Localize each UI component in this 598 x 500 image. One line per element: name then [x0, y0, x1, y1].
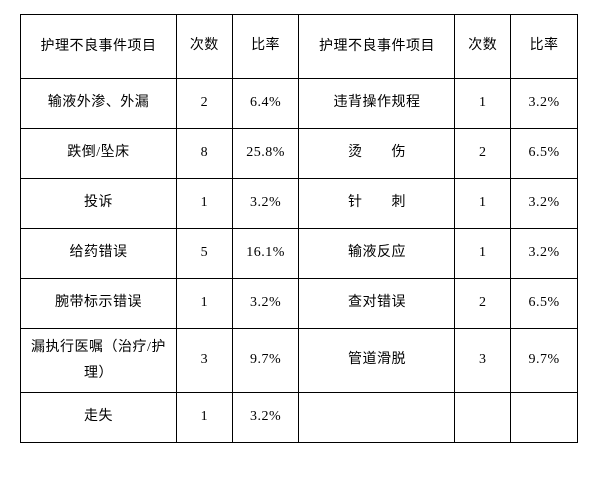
cell-count: 1	[455, 179, 511, 229]
cell-count: 2	[455, 129, 511, 179]
cell-rate: 3.2%	[232, 393, 299, 443]
cell-count: 1	[176, 279, 232, 329]
table-row: 腕带标示错误 1 3.2% 查对错误 2 6.5%	[21, 279, 578, 329]
cell-rate: 16.1%	[232, 229, 299, 279]
cell-rate: 25.8%	[232, 129, 299, 179]
cell-item: 给药错误	[21, 229, 177, 279]
cell-item: 漏执行医嘱（治疗/护理）	[21, 329, 177, 393]
cell-count: 2	[455, 279, 511, 329]
table-row: 给药错误 5 16.1% 输液反应 1 3.2%	[21, 229, 578, 279]
cell-item: 管道滑脱	[299, 329, 455, 393]
cell-rate: 6.5%	[511, 279, 578, 329]
cell-item: 输液外渗、外漏	[21, 79, 177, 129]
cell-rate: 9.7%	[511, 329, 578, 393]
table-header-row: 护理不良事件项目 次数 比率 护理不良事件项目 次数 比率	[21, 15, 578, 79]
header-rate-left: 比率	[232, 15, 299, 79]
cell-count: 8	[176, 129, 232, 179]
header-item-right-l1: 护理不良事件项目	[319, 39, 435, 54]
header-count-right: 次数	[455, 15, 511, 79]
cell-item: 烫 伤	[299, 129, 455, 179]
cell-item: 走失	[21, 393, 177, 443]
cell-count: 3	[455, 329, 511, 393]
cell-item: 查对错误	[299, 279, 455, 329]
table-row: 投诉 1 3.2% 针 刺 1 3.2%	[21, 179, 578, 229]
cell-item: 投诉	[21, 179, 177, 229]
table-row: 跌倒/坠床 8 25.8% 烫 伤 2 6.5%	[21, 129, 578, 179]
cell-rate	[511, 393, 578, 443]
cell-rate: 6.5%	[511, 129, 578, 179]
header-item-right: 护理不良事件项目	[299, 15, 455, 79]
cell-item: 跌倒/坠床	[21, 129, 177, 179]
cell-count: 3	[176, 329, 232, 393]
cell-rate: 3.2%	[511, 79, 578, 129]
header-item-left-l1: 护理不良事件项目	[40, 39, 156, 54]
cell-count: 1	[455, 79, 511, 129]
header-item-left: 护理不良事件项目	[21, 15, 177, 79]
cell-rate: 3.2%	[511, 229, 578, 279]
table-row: 输液外渗、外漏 2 6.4% 违背操作规程 1 3.2%	[21, 79, 578, 129]
cell-count: 1	[176, 393, 232, 443]
header-rate-right: 比率	[511, 15, 578, 79]
cell-count: 2	[176, 79, 232, 129]
cell-count: 1	[455, 229, 511, 279]
cell-item: 针 刺	[299, 179, 455, 229]
table-row: 走失 1 3.2%	[21, 393, 578, 443]
adverse-events-table: 护理不良事件项目 次数 比率 护理不良事件项目 次数 比率 输液外渗、外漏 2 …	[20, 14, 578, 443]
cell-count	[455, 393, 511, 443]
header-count-left: 次数	[176, 15, 232, 79]
cell-item: 违背操作规程	[299, 79, 455, 129]
cell-count: 5	[176, 229, 232, 279]
cell-rate: 6.4%	[232, 79, 299, 129]
cell-count: 1	[176, 179, 232, 229]
cell-item: 输液反应	[299, 229, 455, 279]
cell-rate: 3.2%	[511, 179, 578, 229]
cell-item	[299, 393, 455, 443]
cell-item: 腕带标示错误	[21, 279, 177, 329]
table-row: 漏执行医嘱（治疗/护理） 3 9.7% 管道滑脱 3 9.7%	[21, 329, 578, 393]
page: 护理不良事件项目 次数 比率 护理不良事件项目 次数 比率 输液外渗、外漏 2 …	[0, 0, 598, 500]
cell-rate: 3.2%	[232, 279, 299, 329]
cell-rate: 9.7%	[232, 329, 299, 393]
cell-rate: 3.2%	[232, 179, 299, 229]
